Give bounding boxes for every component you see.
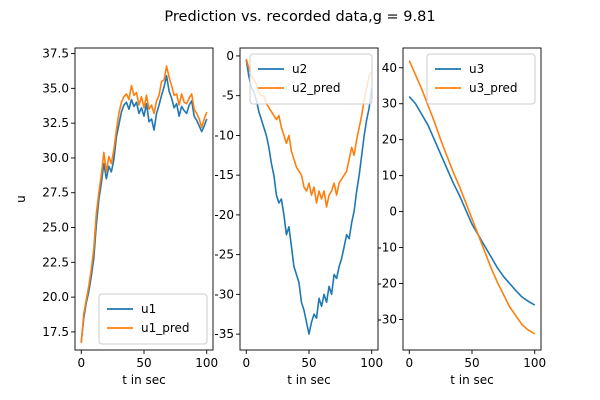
y-tick-label: 17.5 <box>42 325 69 339</box>
y-tick-label: 22.5 <box>42 255 69 269</box>
x-axis-label: t in sec <box>450 373 494 387</box>
series-line-u2 <box>245 59 373 335</box>
y-tick-label: -25 <box>214 248 234 262</box>
x-tick-label: 0 <box>242 356 250 370</box>
y-tick-label: 0 <box>226 49 234 63</box>
legend: u2 u2_pred <box>249 53 373 105</box>
y-axis-label: u <box>14 195 28 203</box>
legend-label-u1: u1 <box>141 302 156 316</box>
y-tick-label: 27.5 <box>42 186 69 200</box>
legend-label-u2_pred: u2_pred <box>292 81 341 95</box>
y-tick-label: 25.0 <box>42 221 69 235</box>
y-tick-label: 35.0 <box>42 81 69 95</box>
y-tick-label: 32.5 <box>42 116 69 130</box>
legend-box <box>426 53 536 105</box>
series-line-u1 <box>80 75 208 342</box>
y-tick-label: -15 <box>214 168 234 182</box>
legend-label-u3: u3 <box>469 62 484 76</box>
y-tick-label: -30 <box>377 312 397 326</box>
y-tick-label: -10 <box>377 241 397 255</box>
x-tick-label: 50 <box>301 356 316 370</box>
y-tick-label: -30 <box>214 287 234 301</box>
y-tick-label: -10 <box>214 128 234 142</box>
y-tick-label: 0 <box>389 205 397 219</box>
y-tick-label: -20 <box>214 208 234 222</box>
y-tick-label: 30 <box>382 97 397 111</box>
y-tick-label: 37.5 <box>42 47 69 61</box>
x-tick-label: 100 <box>523 356 546 370</box>
y-tick-label: 20.0 <box>42 290 69 304</box>
legend: u3 u3_pred <box>426 53 536 105</box>
x-tick-label: 0 <box>405 356 413 370</box>
legend-label-u2: u2 <box>292 62 307 76</box>
series-line-u1_pred <box>80 65 208 344</box>
subplot-1: 0 50 100 17.5 20.0 22.5 25.0 27.5 30.0 32.5 35.0 37… <box>14 47 218 387</box>
x-tick-label: 0 <box>77 356 85 370</box>
y-tick-label: 20 <box>382 133 397 147</box>
figure-title: Prediction vs. recorded data,g = 9.81 <box>164 9 435 25</box>
legend-label-u3_pred: u3_pred <box>469 81 518 95</box>
legend: u1 u1_pred <box>98 293 208 345</box>
subplot-2: 0 50 100 0 -5 -10 -15 -20 -25 -30 -35 t in sec u2 u2_… <box>214 47 383 387</box>
legend-label-u1_pred: u1_pred <box>141 321 190 335</box>
legend-box <box>249 53 373 105</box>
series-line-u3_pred <box>408 60 536 335</box>
y-tick-label: -20 <box>377 276 397 290</box>
y-tick-label: -35 <box>214 327 234 341</box>
x-axis-label: t in sec <box>122 373 166 387</box>
x-tick-label: 100 <box>360 356 383 370</box>
y-tick-label: 10 <box>382 169 397 183</box>
series-line-u3 <box>408 96 536 306</box>
x-tick-label: 100 <box>195 356 218 370</box>
x-axis-label: t in sec <box>287 373 331 387</box>
series-line-u2_pred <box>245 58 373 208</box>
x-tick-label: 50 <box>464 356 479 370</box>
x-tick-label: 50 <box>136 356 151 370</box>
y-tick-label: 40 <box>382 61 397 75</box>
y-tick-label: 30.0 <box>42 151 69 165</box>
legend-box <box>98 293 208 345</box>
y-tick-label: -5 <box>222 89 234 103</box>
